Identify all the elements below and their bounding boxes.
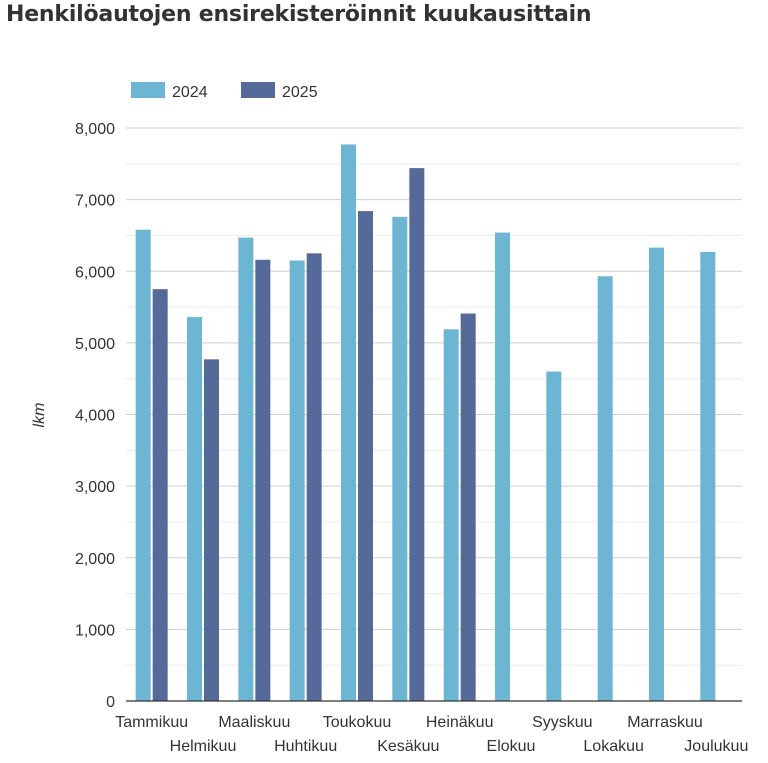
bar-2025-toukokuu (358, 211, 373, 701)
legend-swatch-2025 (241, 82, 275, 98)
y-tick-label: 3,000 (75, 479, 115, 496)
x-tick-label: Joulukuu (684, 738, 748, 755)
y-axis-label: lkm (31, 403, 48, 428)
y-tick-label: 8,000 (75, 121, 115, 138)
bar-2024-syyskuu (546, 371, 562, 701)
x-tick-label: Kesäkuu (377, 738, 439, 755)
chart-title: Henkilöautojen ensirekisteröinnit kuukau… (6, 2, 592, 27)
bar-2025-helmikuu (204, 359, 219, 701)
x-tick-label: Syyskuu (532, 714, 592, 731)
y-tick-label: 6,000 (75, 264, 115, 281)
y-tick-label: 7,000 (75, 193, 115, 210)
x-tick-label: Heinäkuu (426, 714, 494, 731)
legend: 2024 2025 (131, 82, 318, 101)
bar-2024-marraskuu (649, 247, 664, 701)
x-tick-label: Elokuu (487, 738, 536, 755)
bar-2025-huhtikuu (306, 253, 322, 701)
y-tick-label: 2,000 (75, 551, 115, 568)
bar-2024-kesäkuu (392, 216, 408, 701)
x-tick-label: Toukokuu (323, 714, 392, 731)
bar-2024-joulukuu (700, 251, 716, 701)
bar-2024-maaliskuu (238, 237, 254, 701)
x-tick-labels: Tammikuu Helmikuu Maaliskuu Huhtikuu Toukoku… (115, 714, 748, 755)
bar-2025-kesäkuu (409, 168, 425, 702)
bar-2024-helmikuu (187, 317, 202, 701)
y-tick-label: 4,000 (75, 408, 115, 425)
x-tick-label: Marraskuu (627, 714, 703, 731)
y-tick-label: 5,000 (75, 336, 115, 353)
bar-2025-heinäkuu (460, 313, 476, 701)
bar-2024-toukokuu (341, 144, 356, 701)
y-tick-labels: 0 1,000 2,000 3,000 4,000 5,000 6,000 7,000 8,00… (75, 121, 115, 711)
bar-2024-elokuu (495, 232, 510, 701)
y-tick-label: 1,000 (75, 622, 115, 639)
x-tick-label: Lokakuu (583, 738, 644, 755)
bar-2024-heinäkuu (443, 329, 459, 701)
x-tick-label: Helmikuu (170, 738, 237, 755)
x-tick-label: Tammikuu (115, 714, 188, 731)
bar-2024-tammikuu (135, 229, 151, 701)
bar-2025-tammikuu (152, 289, 168, 701)
legend-label-2025: 2025 (282, 84, 318, 101)
bar-2025-maaliskuu (255, 259, 271, 701)
y-tick-label: 0 (106, 694, 115, 711)
bars (135, 144, 716, 702)
legend-swatch-2024 (131, 82, 165, 98)
bar-2024-huhtikuu (289, 260, 305, 701)
x-tick-label: Maaliskuu (218, 714, 290, 731)
legend-label-2024: 2024 (172, 84, 208, 101)
bar-2024-lokakuu (597, 276, 613, 701)
x-tick-label: Huhtikuu (274, 738, 337, 755)
gridlines (126, 127, 742, 666)
